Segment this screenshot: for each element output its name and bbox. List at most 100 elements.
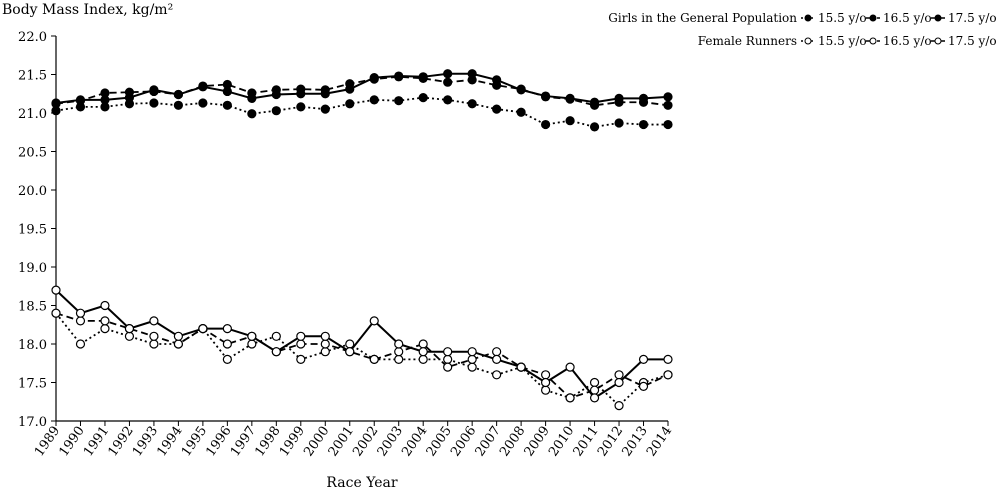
series-line: [55, 312, 669, 399]
x-tick-label: 1997: [228, 424, 259, 460]
data-point: [638, 381, 649, 391]
data-point: [222, 86, 232, 97]
x-tick-label: 2014: [644, 424, 675, 460]
y-tick-label: 17.5: [18, 377, 47, 392]
data-point: [394, 96, 404, 106]
legend-item-label: 16.5 y/o: [883, 34, 932, 48]
data-point: [222, 100, 232, 110]
legend-item-label: 15.5 y/o: [818, 11, 867, 25]
data-point: [100, 324, 110, 334]
data-point: [443, 347, 453, 357]
data-point: [565, 116, 575, 126]
data-point: [296, 331, 306, 341]
data-point: [320, 347, 330, 357]
data-point: [492, 104, 502, 114]
x-tick-label: 1991: [81, 424, 112, 460]
data-point: [467, 69, 477, 79]
data-point: [173, 339, 183, 349]
legend-item-label: 17.5 y/o: [948, 34, 997, 48]
data-point: [589, 122, 600, 132]
x-tick-label: 2009: [522, 424, 553, 460]
x-tick-label: 1993: [130, 424, 161, 460]
data-point: [345, 99, 355, 109]
y-tick-label: 22.0: [18, 30, 47, 45]
data-point: [247, 109, 257, 119]
data-point: [663, 100, 673, 110]
legend-swatch-marker: [804, 14, 812, 22]
data-point: [149, 331, 159, 341]
data-point: [540, 119, 551, 130]
data-point: [663, 119, 673, 130]
data-point: [75, 95, 86, 105]
x-tick-label: 2006: [448, 424, 479, 460]
legend-item-label: 16.5 y/o: [883, 11, 932, 25]
legend-swatch-marker: [869, 37, 877, 45]
data-point: [589, 377, 600, 388]
data-point: [149, 339, 159, 349]
data-point: [418, 92, 428, 103]
data-point: [124, 92, 135, 103]
data-point: [173, 331, 183, 341]
data-point: [614, 377, 624, 388]
data-point: [565, 93, 575, 103]
data-point: [638, 119, 649, 130]
data-point: [516, 362, 526, 372]
y-tick-label: 18.0: [18, 338, 47, 353]
data-point: [149, 316, 159, 326]
data-point: [663, 92, 673, 102]
data-point: [492, 354, 502, 364]
data-point: [663, 370, 673, 380]
y-tick-label: 20.5: [18, 146, 47, 161]
data-point: [638, 93, 649, 103]
data-point: [369, 316, 379, 326]
data-point: [516, 107, 526, 117]
series-17-5-y-o-open: [51, 285, 673, 403]
data-point: [320, 339, 330, 349]
y-axis-title: Body Mass Index, kg/m²: [2, 2, 173, 18]
data-point: [222, 324, 232, 334]
data-point: [443, 69, 453, 79]
data-point: [467, 354, 477, 364]
x-tick-label: 1999: [277, 424, 308, 460]
data-point: [418, 72, 428, 82]
data-point: [565, 362, 575, 372]
x-tick-label: 1998: [252, 424, 283, 460]
data-point: [271, 89, 281, 100]
data-point: [540, 91, 551, 101]
data-point: [51, 98, 61, 108]
data-point: [614, 93, 624, 103]
x-tick-label: 2000: [301, 424, 332, 460]
data-point: [467, 362, 477, 372]
data-point: [173, 100, 183, 110]
legend-group-label: Female Runners: [698, 34, 797, 48]
data-point: [614, 118, 624, 128]
x-tick-label: 2010: [546, 424, 577, 460]
series-17-5-y-o-filled: [51, 69, 673, 108]
data-point: [467, 347, 477, 357]
data-point: [51, 285, 61, 295]
data-point: [75, 316, 86, 326]
x-tick-label: 2005: [424, 424, 455, 460]
data-point: [320, 104, 330, 114]
y-tick-label: 20.0: [18, 184, 47, 199]
data-point: [100, 316, 110, 326]
data-point: [75, 308, 86, 318]
x-tick-label: 2008: [497, 424, 528, 460]
data-point: [614, 401, 624, 411]
data-point: [271, 331, 281, 341]
data-point: [443, 95, 453, 105]
data-point: [51, 308, 61, 318]
x-tick-label: 1992: [105, 424, 136, 460]
data-point: [173, 89, 183, 100]
legend-group-label: Girls in the General Population: [608, 11, 797, 25]
x-tick-label: 2002: [350, 424, 381, 460]
data-point: [149, 85, 159, 95]
y-tick-label: 19.0: [18, 261, 47, 276]
data-point: [614, 370, 624, 380]
data-point: [443, 362, 453, 372]
legend-swatch-marker: [869, 14, 877, 22]
data-point: [320, 331, 330, 341]
data-point: [247, 339, 257, 349]
x-tick-label: 2011: [571, 424, 602, 460]
